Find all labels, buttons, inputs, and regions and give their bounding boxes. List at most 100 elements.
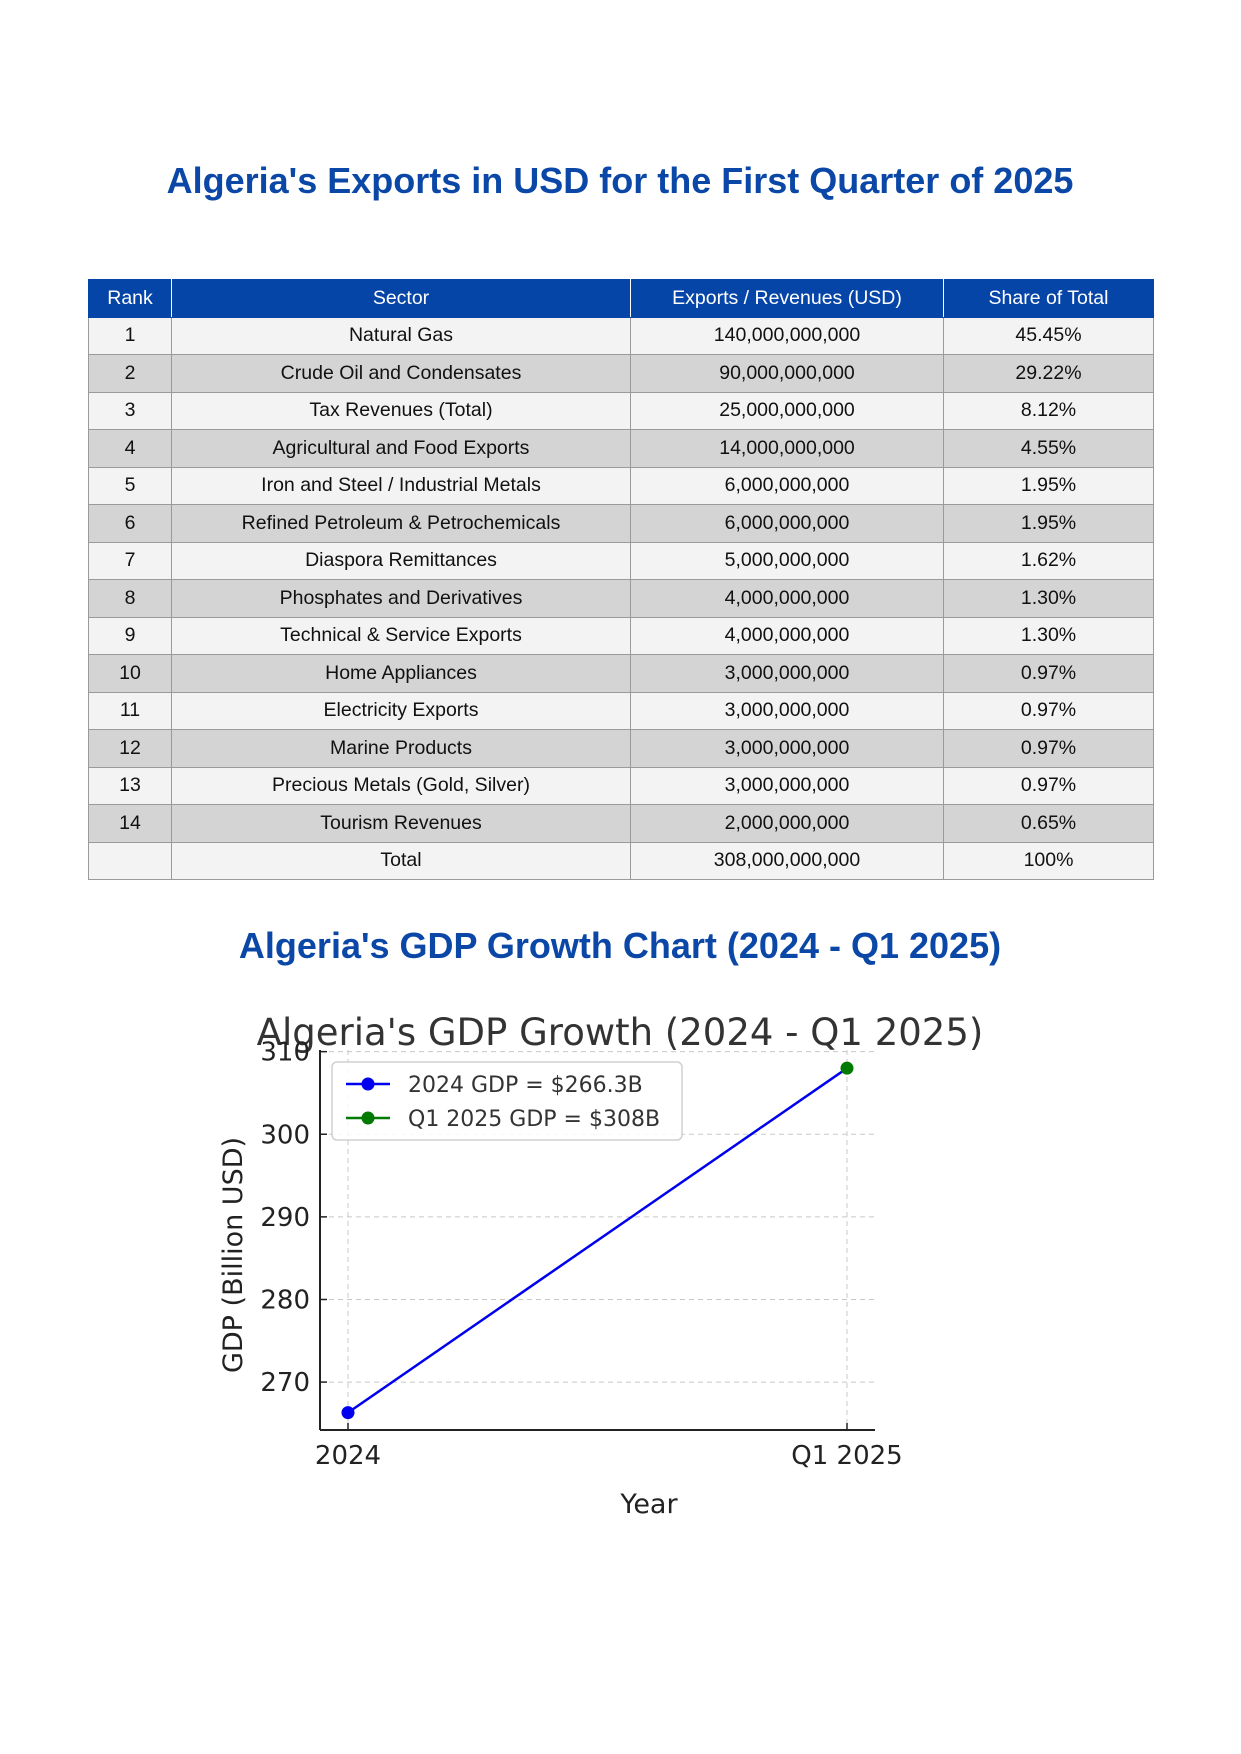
gdp-line <box>347 1067 848 1414</box>
rank-cell <box>88 841 172 880</box>
exports-cell: 14,000,000,000 <box>630 429 944 468</box>
table-row: 8 Phosphates and Derivatives 4,000,000,000… <box>88 579 1154 618</box>
share-cell: 0.97% <box>943 654 1154 693</box>
table-row: 10 Home Appliances 3,000,000,000 0.97% <box>88 654 1154 693</box>
share-cell: 0.97% <box>943 691 1154 730</box>
rank-cell: 2 <box>88 354 172 393</box>
table-row: Total 308,000,000,000 100% <box>88 841 1154 880</box>
exports-cell: 3,000,000,000 <box>630 654 944 693</box>
exports-cell: 6,000,000,000 <box>630 466 944 505</box>
chart-legend: 2024 GDP = $266.3B Q1 2025 GDP = $308B <box>331 1061 683 1141</box>
share-cell: 4.55% <box>943 429 1154 468</box>
y-axis-label: GDP (Billion USD) <box>218 1137 249 1373</box>
table-row: 11 Electricity Exports 3,000,000,000 0.97% <box>88 691 1154 730</box>
sector-cell: Technical & Service Exports <box>171 616 631 655</box>
legend-marker <box>361 1077 375 1091</box>
table-body: 1 Natural Gas 140,000,000,000 45.45% 2 Crude … <box>88 316 1154 880</box>
header-share: Share of Total <box>943 279 1154 318</box>
rank-cell: 13 <box>88 766 172 805</box>
rank-cell: 1 <box>88 316 172 355</box>
y-tick-label: 310 <box>260 1038 310 1068</box>
table-row: 9 Technical & Service Exports 4,000,000,00… <box>88 616 1154 655</box>
share-cell: 1.95% <box>943 466 1154 505</box>
tick-labels: 270 280 290 300 310 2024 Q1 2025 <box>260 1038 902 1471</box>
sector-cell: Electricity Exports <box>171 691 631 730</box>
exports-cell: 4,000,000,000 <box>630 616 944 655</box>
legend-box <box>331 1061 683 1141</box>
sector-cell: Agricultural and Food Exports <box>171 429 631 468</box>
table-row: 5 Iron and Steel / Industrial Metals 6,000… <box>88 466 1154 505</box>
share-cell: 1.95% <box>943 504 1154 543</box>
data-point-marker <box>341 1406 355 1420</box>
legend-label: Q1 2025 GDP = $308B <box>408 1107 660 1132</box>
exports-cell: 308,000,000,000 <box>630 841 944 880</box>
rank-cell: 4 <box>88 429 172 468</box>
sector-cell: Home Appliances <box>171 654 631 693</box>
y-tick-label: 270 <box>260 1368 310 1398</box>
table-row: 3 Tax Revenues (Total) 25,000,000,000 8.12% <box>88 391 1154 430</box>
exports-cell: 6,000,000,000 <box>630 504 944 543</box>
table-row: 6 Refined Petroleum & Petrochemicals 6,000… <box>88 504 1154 543</box>
x-tick-label: 2024 <box>315 1441 381 1471</box>
header-sector: Sector <box>171 279 631 318</box>
share-cell: 0.65% <box>943 804 1154 843</box>
table-row: 4 Agricultural and Food Exports 14,000,000… <box>88 429 1154 468</box>
chart-section-heading: Algeria's GDP Growth Chart (2024 - Q1 20… <box>238 925 1002 966</box>
table-header-row: Rank Sector Exports / Revenues (USD) Sha… <box>88 279 1154 318</box>
data-point-marker <box>840 1061 854 1075</box>
sector-cell: Diaspora Remittances <box>171 541 631 580</box>
share-cell: 1.30% <box>943 579 1154 618</box>
chart-title: Algeria's GDP Growth (2024 - Q1 2025) <box>257 1011 984 1054</box>
exports-cell: 140,000,000,000 <box>630 316 944 355</box>
table-row: 7 Diaspora Remittances 5,000,000,000 1.62% <box>88 541 1154 580</box>
table-row: 13 Precious Metals (Gold, Silver) 3,000,00… <box>88 766 1154 805</box>
rank-cell: 10 <box>88 654 172 693</box>
x-axis-label: Year <box>619 1489 678 1520</box>
y-tick-label: 300 <box>260 1120 310 1150</box>
exports-cell: 4,000,000,000 <box>630 579 944 618</box>
sector-cell: Natural Gas <box>171 316 631 355</box>
exports-table: Rank Sector Exports / Revenues (USD) Sha… <box>88 279 1154 880</box>
gdp-line-chart: Algeria's GDP Growth (2024 - Q1 2025) 27… <box>218 1011 984 1520</box>
sector-cell: Marine Products <box>171 729 631 768</box>
sector-cell: Total <box>171 841 631 880</box>
y-tick-label: 280 <box>260 1285 310 1315</box>
share-cell: 8.12% <box>943 391 1154 430</box>
rank-cell: 12 <box>88 729 172 768</box>
rank-cell: 5 <box>88 466 172 505</box>
legend-marker <box>361 1111 375 1125</box>
rank-cell: 9 <box>88 616 172 655</box>
exports-cell: 2,000,000,000 <box>630 804 944 843</box>
sector-cell: Refined Petroleum & Petrochemicals <box>171 504 631 543</box>
table-row: 12 Marine Products 3,000,000,000 0.97% <box>88 729 1154 768</box>
share-cell: 45.45% <box>943 316 1154 355</box>
rank-cell: 8 <box>88 579 172 618</box>
sector-cell: Phosphates and Derivatives <box>171 579 631 618</box>
share-cell: 1.62% <box>943 541 1154 580</box>
exports-cell: 3,000,000,000 <box>630 691 944 730</box>
header-exports: Exports / Revenues (USD) <box>630 279 944 318</box>
table-row: 2 Crude Oil and Condensates 90,000,000,000… <box>88 354 1154 393</box>
sector-cell: Crude Oil and Condensates <box>171 354 631 393</box>
exports-cell: 5,000,000,000 <box>630 541 944 580</box>
sector-cell: Tourism Revenues <box>171 804 631 843</box>
table-row: 1 Natural Gas 140,000,000,000 45.45% <box>88 316 1154 355</box>
series-line <box>341 1061 854 1420</box>
exports-cell: 25,000,000,000 <box>630 391 944 430</box>
legend-label: 2024 GDP = $266.3B <box>408 1073 643 1098</box>
x-tick-label: Q1 2025 <box>791 1441 902 1471</box>
rank-cell: 14 <box>88 804 172 843</box>
header-rank: Rank <box>88 279 172 318</box>
sector-cell: Precious Metals (Gold, Silver) <box>171 766 631 805</box>
exports-cell: 3,000,000,000 <box>630 766 944 805</box>
chart-axes <box>319 1050 875 1431</box>
rank-cell: 11 <box>88 691 172 730</box>
exports-cell: 3,000,000,000 <box>630 729 944 768</box>
share-cell: 1.30% <box>943 616 1154 655</box>
rank-cell: 6 <box>88 504 172 543</box>
exports-cell: 90,000,000,000 <box>630 354 944 393</box>
share-cell: 29.22% <box>943 354 1154 393</box>
rank-cell: 7 <box>88 541 172 580</box>
sector-cell: Iron and Steel / Industrial Metals <box>171 466 631 505</box>
sector-cell: Tax Revenues (Total) <box>171 391 631 430</box>
